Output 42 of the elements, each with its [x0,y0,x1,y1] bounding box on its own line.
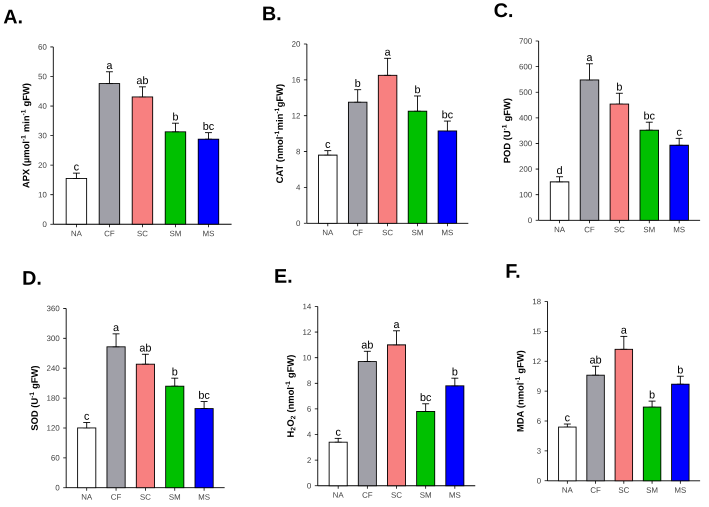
annotation: b [415,86,420,94]
annotation: bc [644,112,655,120]
annotation: a [106,63,112,70]
annotation: a [586,55,592,62]
annotation: b [617,82,622,91]
chart-title: C. [494,4,512,18]
annotation: ab [362,340,373,349]
annotation: c [565,416,570,422]
annotation: a [621,328,627,334]
annotation: b [355,79,360,88]
annotation: bc [199,391,210,400]
y-axis-title: SOD (U$^{-1}$ gFW) [29,366,40,431]
annotation: bc [442,110,453,119]
annotation: c [84,414,90,420]
chart-title: E. [275,269,292,283]
y-axis-title: H$_{2}$O$_{2}$ (nmol$^{-1}$ gFW) [285,355,296,438]
y-axis-title: MDA (nmol$^{-1}$ gFW) [515,350,526,432]
annotation: bc [420,393,432,402]
annotation: b [650,390,655,399]
annotation: b [678,366,683,374]
annotation: c [676,130,682,136]
chart-title: D. [23,271,40,285]
annotation: ab [590,356,602,364]
y-axis-title: APX (µmol$^{-1}$ min$^{-1}$ gFW) [21,84,32,188]
y-axis-title: POD (U$^{-1}$ gFW) [502,98,512,163]
annotation: c [336,430,341,436]
annotation: a [394,322,400,328]
annotation: b [452,368,458,376]
annotation: b [172,368,178,376]
chart-title: A. [4,10,22,24]
annotation: ab [136,76,148,84]
annotation: bc [203,122,214,130]
annotation: c [326,142,330,148]
annotation: ab [140,344,151,352]
chart-title: F. [506,264,520,278]
annotation: d [557,166,562,174]
y-axis-title: CAT (nmol$^{-1}$min$^{-1}$gFW) [274,84,285,184]
annotation: c [74,164,79,171]
chart-title: B. [263,6,280,20]
annotation: a [385,50,391,56]
annotation: b [173,112,178,121]
annotation: a [114,325,120,332]
